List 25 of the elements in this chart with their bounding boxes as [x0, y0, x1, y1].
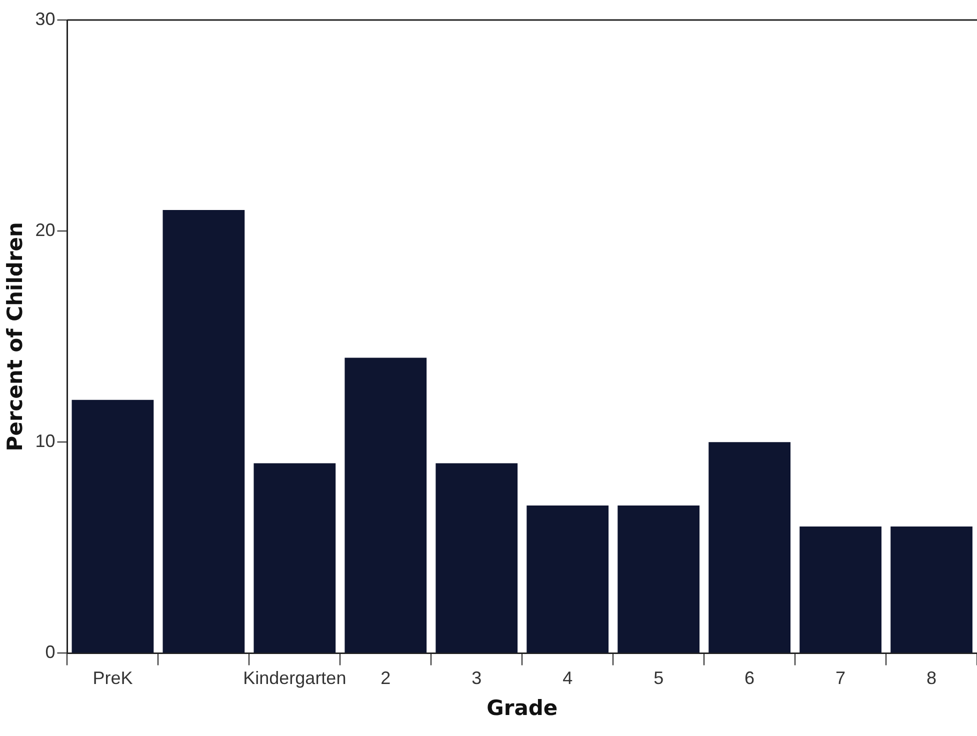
- x-axis-title: Grade: [486, 696, 558, 720]
- x-tick-label: 4: [562, 668, 573, 688]
- x-tick-label: Kindergarten: [243, 668, 346, 688]
- bar: [254, 463, 336, 653]
- bar: [890, 526, 972, 653]
- y-tick-label: 30: [35, 8, 56, 29]
- bar: [162, 210, 245, 653]
- y-tick-label: 0: [45, 642, 56, 662]
- bar: [344, 358, 427, 653]
- bar: [526, 505, 609, 653]
- x-tick-label: 3: [472, 668, 482, 688]
- x-tick-label: PreK: [92, 668, 133, 688]
- bar: [800, 526, 882, 653]
- x-tick-label: 8: [926, 668, 937, 688]
- bar: [436, 463, 518, 653]
- x-tick-label: 2: [380, 668, 391, 688]
- bar: [618, 505, 700, 653]
- y-axis-title: Percent of Children: [3, 222, 28, 452]
- y-tick-label: 20: [35, 220, 56, 240]
- bar: [708, 442, 790, 653]
- x-tick-label: 5: [654, 668, 664, 688]
- x-tick-label: 7: [836, 668, 846, 688]
- y-tick-label: 10: [35, 431, 56, 452]
- bar: [72, 400, 154, 653]
- x-tick-label: 6: [744, 668, 755, 688]
